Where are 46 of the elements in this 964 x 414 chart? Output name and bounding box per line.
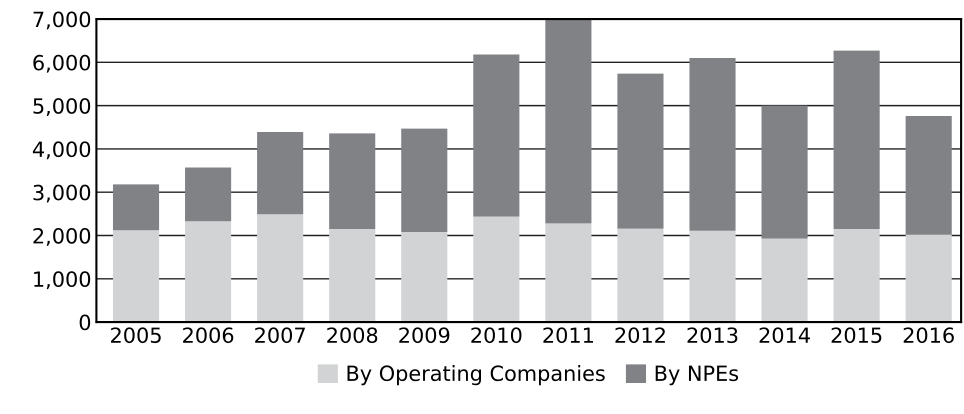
bar xyxy=(617,228,664,322)
bar xyxy=(689,230,736,322)
bar xyxy=(834,229,880,322)
legend-label: By NPEs xyxy=(656,366,738,386)
bar xyxy=(617,74,664,229)
bar xyxy=(834,50,880,230)
bar xyxy=(545,19,592,224)
bar xyxy=(762,106,808,239)
y-tick-label: 0 xyxy=(80,314,90,330)
y-tick-label: 5,000 xyxy=(34,98,90,116)
bar xyxy=(545,223,592,322)
bar xyxy=(112,230,160,322)
x-tick-label: 2013 xyxy=(688,327,738,344)
legend-label: By Operating Companies xyxy=(348,365,605,386)
bar xyxy=(185,221,232,322)
x-tick-label: 2006 xyxy=(183,327,234,344)
y-tick-label: 3,000 xyxy=(33,184,90,203)
x-tick-label: 2005 xyxy=(111,327,161,344)
bar xyxy=(762,238,808,322)
bar xyxy=(257,214,304,322)
bar xyxy=(906,116,952,235)
x-tick-label: 2008 xyxy=(327,327,378,344)
bar xyxy=(473,216,520,322)
bar xyxy=(401,128,448,232)
x-tick-label: 2016 xyxy=(904,327,954,344)
bar xyxy=(329,133,376,230)
bar xyxy=(185,168,232,222)
y-tick-label: 1,000 xyxy=(34,271,90,290)
x-tick-label: 2012 xyxy=(615,327,665,344)
bar xyxy=(329,229,376,322)
x-tick-label: 2011 xyxy=(543,327,593,344)
x-tick-label: 2007 xyxy=(255,327,305,344)
y-tick-label: 6,000 xyxy=(33,54,90,73)
y-tick-label: 4,000 xyxy=(32,141,90,160)
y-tick-label: 7,000 xyxy=(34,11,90,30)
x-tick-label: 2010 xyxy=(471,327,522,344)
bar xyxy=(401,232,448,322)
y-tick-label: 2,000 xyxy=(33,228,90,246)
bar xyxy=(906,234,952,322)
x-tick-label: 2009 xyxy=(399,327,450,344)
bar xyxy=(689,58,736,231)
x-tick-label: 2014 xyxy=(760,327,810,344)
x-tick-label: 2015 xyxy=(832,327,882,344)
bar xyxy=(473,54,520,216)
bar xyxy=(257,132,304,214)
bar xyxy=(112,184,160,230)
